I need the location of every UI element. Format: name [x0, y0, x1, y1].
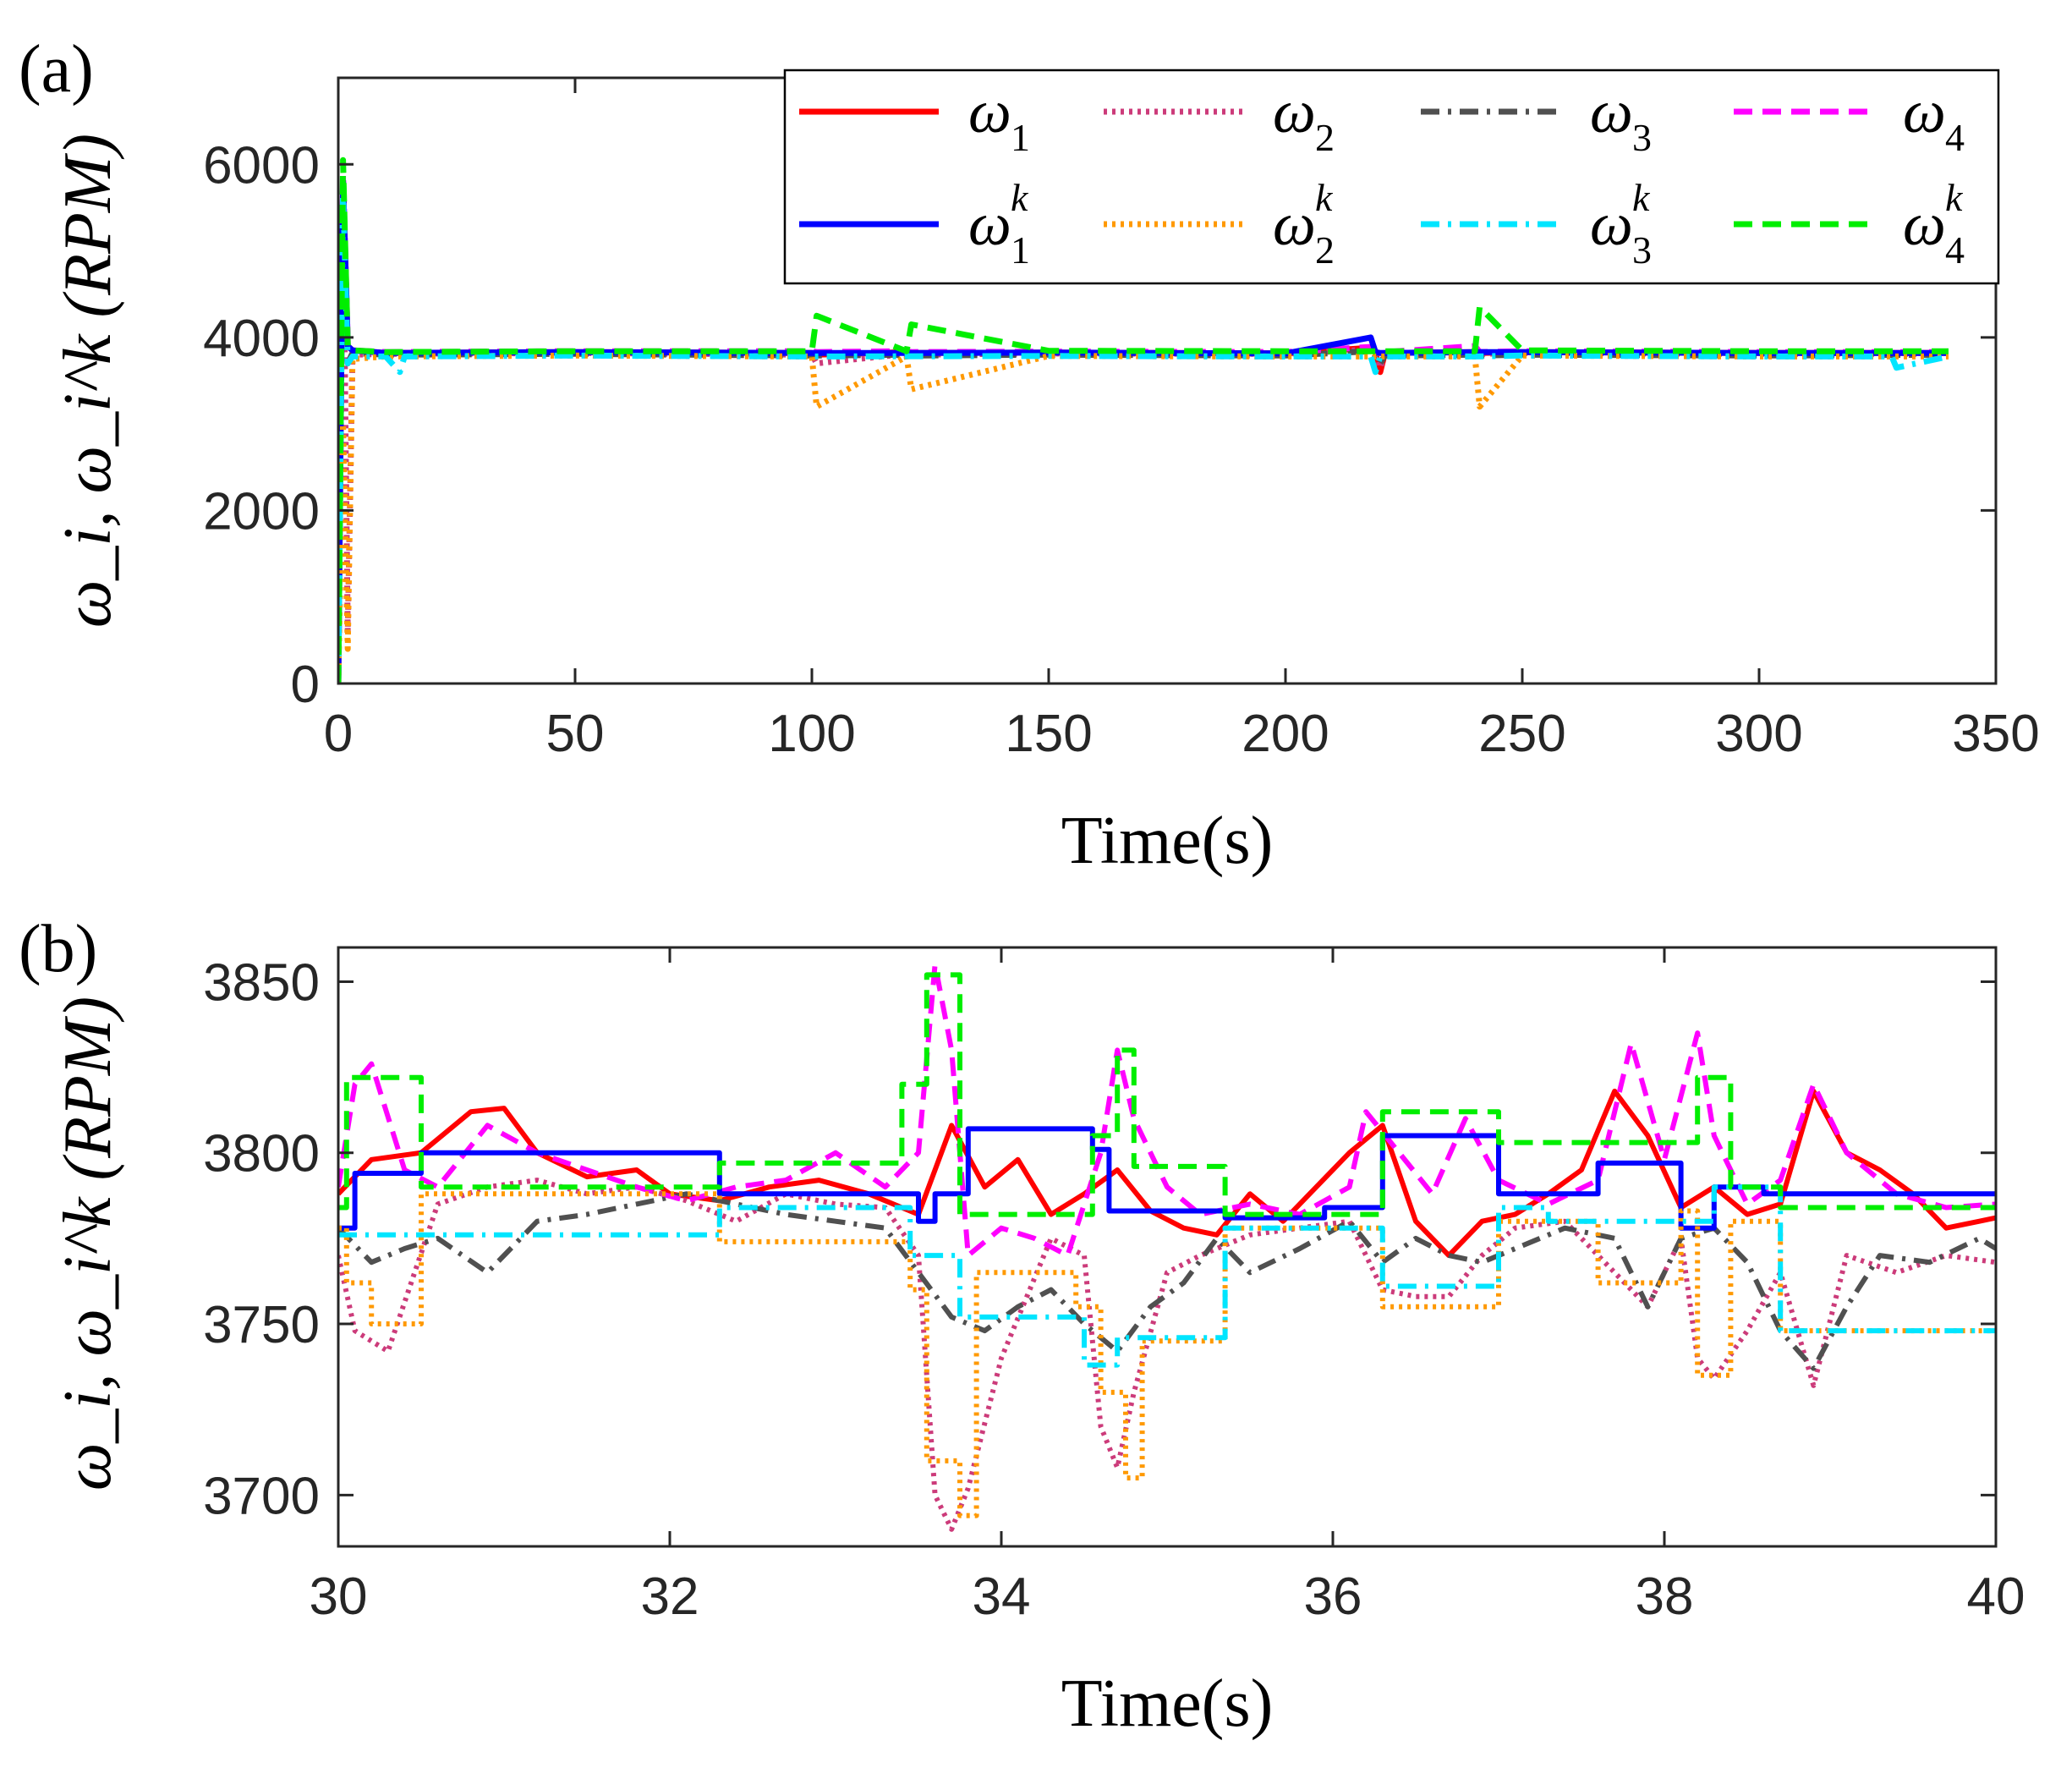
panel-b-background — [338, 947, 1996, 1546]
panel-a-x-ticks: 0 50 100 150 200 250 300 350 — [324, 78, 2040, 763]
series-line-w3k — [338, 187, 1949, 684]
panel-b-series — [338, 962, 1996, 1532]
y-tick-label: 3750 — [203, 1296, 320, 1354]
y-tick-label: 3800 — [203, 1125, 320, 1183]
panel-a-x-axis-label: Time(s) — [1061, 804, 1273, 878]
x-tick-label: 350 — [1952, 705, 2039, 763]
legend-item-w4k: ω 4 k — [1734, 176, 1965, 272]
x-tick-label: 38 — [1636, 1568, 1694, 1626]
x-tick-label: 34 — [973, 1568, 1031, 1626]
x-tick-label: 300 — [1715, 705, 1802, 763]
x-tick-label: 200 — [1242, 705, 1329, 763]
panel-a-y-ticks: 0 2000 4000 6000 — [203, 136, 1996, 714]
legend-symbol: ω — [1903, 78, 1946, 146]
y-tick-label: 4000 — [203, 310, 320, 368]
legend-subscript: 2 — [1315, 228, 1335, 272]
x-tick-label: 30 — [310, 1568, 368, 1626]
panel-b-x-axis-label: Time(s) — [1061, 1666, 1273, 1741]
panel-a-series — [338, 156, 1949, 684]
y-tick-label: 2000 — [203, 482, 320, 541]
legend-superscript: k — [1315, 176, 1334, 219]
legend-superscript: k — [1011, 176, 1029, 219]
series-line-w4k — [338, 156, 1949, 684]
series-line-w3k — [338, 1184, 1996, 1368]
legend-symbol: ω — [1903, 190, 1946, 258]
panel-b-label: (b) — [19, 912, 97, 986]
legend-symbol: ω — [1273, 78, 1316, 146]
panel-b-axes-box — [337, 946, 1998, 1548]
legend-subscript: 3 — [1632, 116, 1652, 159]
series-line-w2k — [338, 1191, 1996, 1518]
legend-item-w1k: ω 1 k — [799, 176, 1030, 272]
legend-subscript: 4 — [1945, 228, 1965, 272]
panel-a: (a) 0 50 100 150 200 250 300 350 0200040006000 … — [19, 32, 2040, 878]
legend-subscript: 3 — [1632, 228, 1652, 272]
svg-text:ω_i, ω_i^k (RPM): ω_i, ω_i^k (RPM) — [51, 134, 125, 628]
panel-a-label: (a) — [19, 32, 94, 107]
y-tick-label: 3850 — [203, 953, 320, 1012]
legend-subscript: 4 — [1945, 116, 1965, 159]
legend-symbol: ω — [968, 190, 1011, 258]
y-tick-label: 6000 — [203, 136, 320, 195]
panel-a-y-axis-label: ω_i, ω_i^k (RPM) — [51, 134, 125, 628]
x-tick-label: 150 — [1005, 705, 1092, 763]
panel-b-x-ticks: 30 32 34 36 38 40 — [310, 947, 2025, 1626]
series-line-w2 — [338, 1178, 1996, 1532]
x-tick-label: 50 — [546, 705, 605, 763]
legend-subscript: 1 — [1011, 116, 1030, 159]
legend-superscript: k — [1945, 176, 1964, 219]
x-tick-label: 100 — [768, 705, 855, 763]
x-tick-label: 36 — [1304, 1568, 1362, 1626]
legend-subscript: 2 — [1315, 116, 1335, 159]
y-tick-label: 3700 — [203, 1467, 320, 1525]
legend-box — [783, 69, 2000, 285]
legend-item-w2k: ω 2 k — [1104, 176, 1335, 272]
panel-b-y-axis-label: ω_i, ω_i^k (RPM) — [51, 997, 125, 1491]
series-line-w3 — [338, 1191, 1996, 1371]
series-line-w4 — [338, 962, 1996, 1259]
x-tick-label: 250 — [1478, 705, 1565, 763]
x-tick-label: 40 — [1967, 1568, 2025, 1626]
series-line-w4k — [338, 972, 1996, 1217]
legend-symbol: ω — [1273, 190, 1316, 258]
x-tick-label: 0 — [324, 705, 353, 763]
panel-b: (b) 30 32 34 36 38 40 3700 3750 3800 3850 Time(s… — [19, 912, 2025, 1741]
y-tick-label: 0 — [291, 656, 320, 714]
svg-text:ω_i, ω_i^k (RPM): ω_i, ω_i^k (RPM) — [51, 997, 125, 1491]
legend-symbol: ω — [968, 78, 1011, 146]
x-tick-label: 32 — [641, 1568, 699, 1626]
legend-symbol: ω — [1590, 78, 1633, 146]
panel-b-y-ticks: 3700 3750 3800 3850 — [203, 953, 1996, 1525]
legend-symbol: ω — [1590, 190, 1633, 258]
legend-item-w3k: ω 3 k — [1421, 176, 1652, 272]
legend-subscript: 1 — [1011, 228, 1030, 272]
legend-superscript: k — [1632, 176, 1651, 219]
legend-items: ω 1 ω 2 ω 3 ω 4ω 1k ω 2k ω 3k ω 4k — [799, 78, 1965, 272]
legend: ω 1 ω 2 ω 3 ω 4ω 1k ω 2k ω 3k ω 4k — [783, 69, 2000, 285]
